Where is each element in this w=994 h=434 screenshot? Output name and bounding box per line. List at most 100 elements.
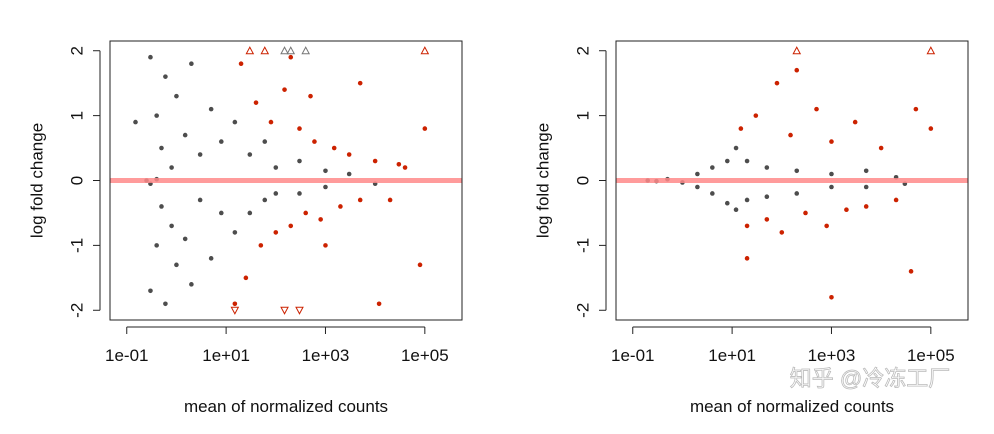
y-tick-label: 0 bbox=[67, 176, 86, 185]
outlier-point bbox=[301, 46, 311, 55]
point bbox=[794, 67, 800, 73]
y-axis-label: log fold change bbox=[27, 123, 46, 238]
point bbox=[794, 191, 800, 196]
point bbox=[189, 282, 194, 287]
point bbox=[297, 158, 302, 164]
point bbox=[297, 191, 302, 196]
point bbox=[695, 171, 700, 177]
point bbox=[247, 210, 253, 216]
y-tick-label: 2 bbox=[573, 46, 592, 55]
point bbox=[913, 106, 919, 112]
plot-box bbox=[615, 40, 969, 321]
point bbox=[829, 139, 834, 144]
watermark: 知乎 @冷冻工厂 bbox=[790, 366, 950, 391]
point bbox=[387, 197, 393, 203]
point bbox=[182, 132, 188, 138]
point bbox=[863, 168, 869, 174]
outlier-point bbox=[926, 46, 936, 55]
y-tick-label: 0 bbox=[573, 176, 592, 185]
point bbox=[724, 200, 730, 206]
outlier-point bbox=[792, 46, 802, 55]
point bbox=[268, 119, 274, 125]
point bbox=[243, 275, 249, 281]
x-tick-label: 1e-01 bbox=[105, 346, 148, 365]
x-tick-label: 1e+03 bbox=[808, 346, 856, 365]
outlier-point bbox=[230, 306, 240, 315]
point bbox=[247, 152, 253, 157]
point bbox=[744, 197, 750, 203]
outlier-point bbox=[420, 46, 430, 55]
point bbox=[148, 288, 153, 294]
point bbox=[733, 145, 739, 151]
point bbox=[318, 217, 323, 222]
point bbox=[323, 184, 328, 190]
point bbox=[417, 262, 423, 268]
x-tick-label: 1e+05 bbox=[401, 346, 449, 365]
point bbox=[852, 119, 858, 125]
point bbox=[218, 139, 224, 144]
point bbox=[163, 74, 168, 79]
point bbox=[303, 210, 309, 216]
outlier-point bbox=[280, 306, 289, 315]
x-axis-label: mean of normalized counts bbox=[690, 397, 894, 416]
outlier-point bbox=[280, 46, 289, 55]
y-tick-label: -1 bbox=[67, 238, 86, 253]
point bbox=[710, 165, 715, 170]
outlier-point bbox=[260, 46, 270, 55]
point bbox=[376, 301, 382, 307]
outlier-point bbox=[295, 306, 304, 315]
point bbox=[878, 145, 884, 151]
x-tick-label: 1e+05 bbox=[907, 346, 955, 365]
y-tick-label: 1 bbox=[67, 111, 86, 120]
point bbox=[908, 269, 914, 274]
point bbox=[814, 106, 819, 112]
point bbox=[159, 204, 164, 209]
point bbox=[744, 158, 750, 164]
y-tick-label: -2 bbox=[573, 303, 592, 318]
y-tick-label: -2 bbox=[67, 303, 86, 318]
point bbox=[174, 262, 179, 268]
point bbox=[372, 158, 378, 164]
point bbox=[262, 197, 268, 203]
point bbox=[218, 210, 224, 216]
point bbox=[197, 197, 203, 203]
point bbox=[323, 243, 328, 248]
point bbox=[238, 61, 244, 67]
point bbox=[733, 207, 739, 212]
point bbox=[308, 93, 313, 99]
point bbox=[863, 204, 869, 209]
plot-box bbox=[109, 40, 463, 321]
x-tick-label: 1e+01 bbox=[708, 346, 756, 365]
point bbox=[273, 191, 279, 196]
point bbox=[744, 223, 750, 229]
point bbox=[695, 184, 700, 190]
y-axis-label: log fold change bbox=[533, 123, 552, 238]
point bbox=[288, 54, 294, 60]
point bbox=[764, 165, 770, 170]
point bbox=[232, 301, 238, 307]
x-tick-label: 1e-01 bbox=[611, 346, 654, 365]
point bbox=[273, 230, 279, 235]
point bbox=[258, 243, 264, 248]
y-tick-label: -1 bbox=[573, 238, 592, 253]
point bbox=[893, 197, 899, 203]
x-axis-label: mean of normalized counts bbox=[184, 397, 388, 416]
point bbox=[154, 243, 159, 248]
point bbox=[262, 139, 268, 144]
point bbox=[182, 236, 188, 242]
x-tick-label: 1e+01 bbox=[202, 346, 250, 365]
point bbox=[764, 217, 770, 222]
point bbox=[253, 100, 259, 105]
point bbox=[232, 119, 238, 125]
y-tick-label: 2 bbox=[67, 46, 86, 55]
point bbox=[154, 113, 159, 118]
point bbox=[312, 139, 317, 144]
point bbox=[774, 80, 780, 86]
point bbox=[232, 230, 238, 235]
point bbox=[396, 161, 402, 167]
point bbox=[844, 207, 849, 212]
point bbox=[422, 126, 428, 131]
point bbox=[724, 158, 730, 164]
